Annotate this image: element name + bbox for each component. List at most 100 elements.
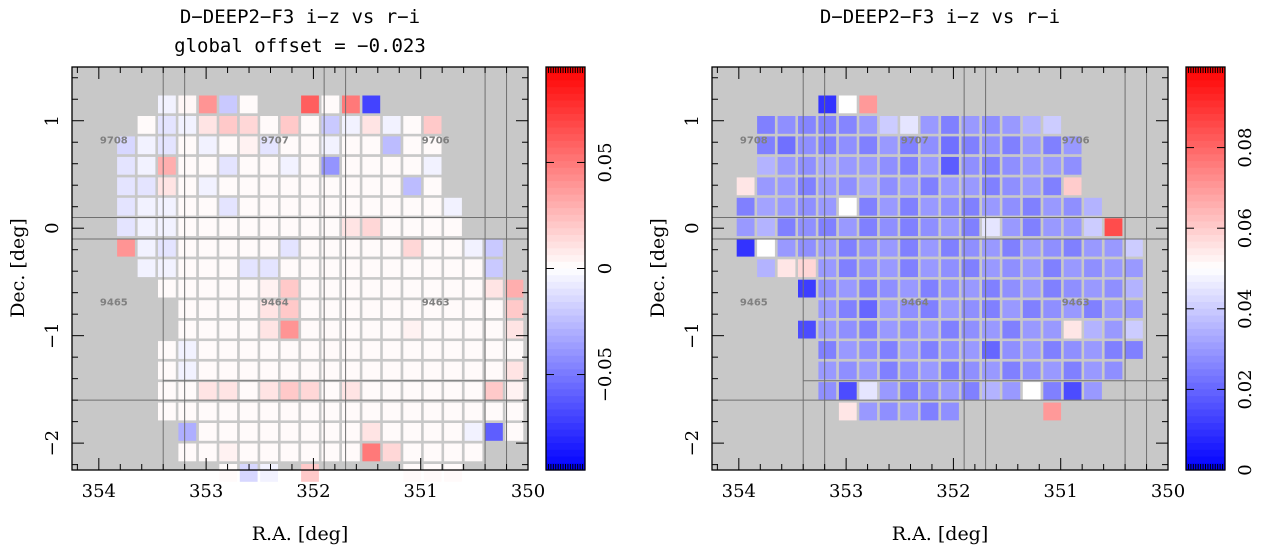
right-cell — [1063, 197, 1082, 216]
right-colorbar-tick-label: 0.02 — [1235, 369, 1256, 409]
left-cell — [158, 218, 176, 237]
right-colorbar: 0.08 0.06 0.04 0.02 0 — [1185, 66, 1256, 476]
left-colorbar-step — [546, 93, 585, 102]
right-cell — [900, 300, 918, 318]
right-cell — [859, 320, 878, 339]
left-cell — [158, 177, 176, 196]
left-cell — [260, 320, 278, 339]
left-colorbar-step — [546, 208, 585, 216]
left-cell — [505, 423, 524, 441]
left-cell — [219, 197, 238, 216]
right-cell — [859, 341, 878, 359]
left-cell — [178, 402, 197, 421]
right-cell — [1125, 279, 1143, 298]
left-cell — [505, 320, 524, 339]
left-cell — [321, 197, 340, 216]
right-cell — [920, 402, 939, 421]
left-cell — [260, 116, 278, 134]
left-cell — [301, 136, 319, 155]
right-cell — [798, 259, 816, 278]
left-cell — [342, 238, 360, 257]
right-x-tick-label: 353 — [829, 481, 863, 502]
right-cell — [838, 95, 857, 114]
right-cell — [1043, 341, 1062, 359]
right-cell — [1084, 238, 1102, 257]
right-cell — [900, 341, 918, 359]
right-cell — [941, 177, 959, 196]
right-cell — [757, 197, 775, 216]
left-cell — [342, 116, 360, 134]
right-colorbar-step — [1186, 73, 1225, 82]
right-cell — [941, 136, 959, 155]
right-cell — [961, 361, 980, 380]
right-cell — [1063, 382, 1082, 400]
left-cell — [505, 341, 524, 359]
left-cell — [280, 259, 299, 278]
right-colorbar-step — [1186, 248, 1225, 256]
right-cell — [879, 320, 898, 339]
left-cell — [260, 177, 278, 196]
left-cell — [219, 443, 238, 462]
right-cell — [920, 177, 939, 196]
right-cell — [736, 197, 755, 216]
right-colorbar-step — [1186, 268, 1225, 276]
right-field-label: 9707 — [901, 135, 929, 146]
right-cell — [920, 116, 939, 134]
left-colorbar-step — [546, 73, 585, 82]
right-cell — [1084, 197, 1102, 216]
right-cell — [982, 300, 1000, 318]
right-cell — [941, 279, 959, 298]
left-cell — [382, 136, 401, 155]
right-cell — [757, 177, 775, 196]
left-cell — [403, 136, 422, 155]
left-cell — [403, 382, 422, 400]
left-colorbar-step — [546, 369, 585, 377]
right-cell — [961, 156, 980, 175]
right-colorbar-tick-label: 0.08 — [1235, 128, 1256, 168]
right-cell — [736, 177, 755, 196]
left-cell — [423, 279, 442, 298]
right-cell — [798, 177, 816, 196]
right-colorbar-step — [1186, 221, 1225, 229]
right-colorbar-step — [1186, 375, 1225, 384]
right-colorbar-step — [1186, 362, 1225, 370]
left-cell — [382, 402, 401, 421]
right-cell — [1104, 341, 1123, 359]
left-cell — [423, 464, 442, 482]
left-cell — [362, 136, 381, 155]
right-cell — [777, 156, 796, 175]
right-colorbar-step — [1186, 328, 1225, 337]
left-colorbar-step — [546, 322, 585, 330]
right-cell — [798, 238, 816, 257]
left-cell — [219, 156, 238, 175]
right-colorbar-step — [1186, 174, 1225, 182]
left-cell — [423, 177, 442, 196]
right-cell — [1002, 116, 1021, 134]
right-colorbar-step — [1186, 349, 1225, 357]
left-cell — [219, 177, 238, 196]
right-colorbar-step — [1186, 107, 1225, 115]
left-cell — [198, 300, 217, 318]
left-cell — [403, 116, 422, 134]
left-colorbar-step — [546, 114, 585, 122]
left-cell — [239, 361, 258, 380]
left-cell — [403, 259, 422, 278]
right-cell — [838, 402, 857, 421]
left-cell — [321, 320, 340, 339]
right-cell — [838, 279, 857, 298]
left-cell — [239, 423, 258, 441]
left-cell — [382, 361, 401, 380]
right-cell — [1043, 402, 1062, 421]
right-colorbar-step — [1186, 429, 1225, 438]
right-cell — [941, 197, 959, 216]
left-cell — [198, 402, 217, 421]
right-cell — [818, 259, 837, 278]
right-cell — [838, 382, 857, 400]
left-cell — [464, 443, 483, 462]
right-colorbar-step — [1186, 241, 1225, 249]
left-cell — [362, 279, 381, 298]
right-heatmap-chart: D−DEEP2−F3 i−z vs r−i R.A. [deg] Dec. [d… — [647, 6, 1256, 545]
right-cell — [838, 320, 857, 339]
right-chart-title: D−DEEP2−F3 i−z vs r−i — [820, 6, 1060, 28]
left-cell — [178, 361, 197, 380]
